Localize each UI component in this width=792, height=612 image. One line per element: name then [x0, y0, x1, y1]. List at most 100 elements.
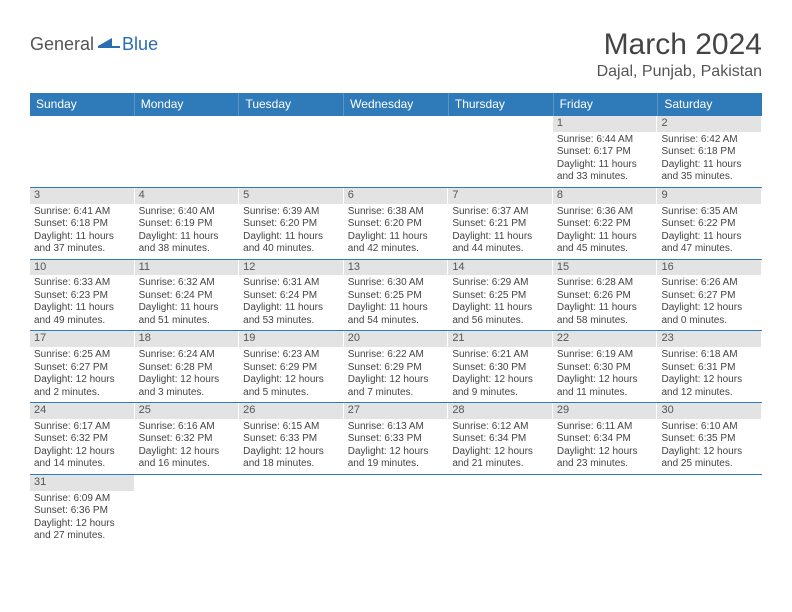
sunrise-line: Sunrise: 6:10 AM [661, 421, 757, 434]
sunrise-line: Sunrise: 6:26 AM [661, 277, 757, 290]
daylight-line: Daylight: 12 hours and 14 minutes. [34, 446, 130, 471]
empty-cell [30, 116, 135, 187]
sunrise-line: Sunrise: 6:11 AM [557, 421, 653, 434]
day-number: 16 [657, 260, 761, 276]
sunrise-line: Sunrise: 6:17 AM [34, 421, 130, 434]
dow-tuesday: Tuesday [239, 93, 344, 116]
day-cell: 14Sunrise: 6:29 AMSunset: 6:25 PMDayligh… [448, 260, 553, 331]
sunset-line: Sunset: 6:35 PM [661, 433, 757, 446]
sunrise-line: Sunrise: 6:39 AM [243, 206, 339, 219]
daylight-line: Daylight: 11 hours and 51 minutes. [139, 302, 235, 327]
daylight-line: Daylight: 12 hours and 3 minutes. [139, 374, 235, 399]
sunset-line: Sunset: 6:33 PM [348, 433, 444, 446]
day-cell: 30Sunrise: 6:10 AMSunset: 6:35 PMDayligh… [657, 403, 762, 474]
daylight-line: Daylight: 11 hours and 49 minutes. [34, 302, 130, 327]
daylight-line: Daylight: 11 hours and 56 minutes. [452, 302, 548, 327]
sunset-line: Sunset: 6:17 PM [557, 146, 653, 159]
daylight-line: Daylight: 12 hours and 21 minutes. [452, 446, 548, 471]
day-cell: 31Sunrise: 6:09 AMSunset: 6:36 PMDayligh… [30, 475, 135, 546]
sunrise-line: Sunrise: 6:42 AM [661, 134, 757, 147]
daylight-line: Daylight: 11 hours and 54 minutes. [348, 302, 444, 327]
empty-cell [239, 475, 344, 546]
dow-wednesday: Wednesday [344, 93, 449, 116]
sunrise-line: Sunrise: 6:18 AM [661, 349, 757, 362]
sunset-line: Sunset: 6:24 PM [139, 290, 235, 303]
day-number: 3 [30, 188, 134, 204]
daylight-line: Daylight: 11 hours and 58 minutes. [557, 302, 653, 327]
day-number: 18 [135, 331, 239, 347]
sunset-line: Sunset: 6:32 PM [34, 433, 130, 446]
daylight-line: Daylight: 12 hours and 16 minutes. [139, 446, 235, 471]
sunrise-line: Sunrise: 6:40 AM [139, 206, 235, 219]
day-cell: 21Sunrise: 6:21 AMSunset: 6:30 PMDayligh… [448, 331, 553, 402]
sunset-line: Sunset: 6:31 PM [661, 362, 757, 375]
day-number: 15 [553, 260, 657, 276]
daylight-line: Daylight: 11 hours and 33 minutes. [557, 159, 653, 184]
sunset-line: Sunset: 6:22 PM [557, 218, 653, 231]
sunrise-line: Sunrise: 6:37 AM [452, 206, 548, 219]
sunrise-line: Sunrise: 6:21 AM [452, 349, 548, 362]
daylight-line: Daylight: 12 hours and 27 minutes. [34, 518, 130, 543]
daylight-line: Daylight: 12 hours and 7 minutes. [348, 374, 444, 399]
sunrise-line: Sunrise: 6:13 AM [348, 421, 444, 434]
day-cell: 13Sunrise: 6:30 AMSunset: 6:25 PMDayligh… [344, 260, 449, 331]
sunset-line: Sunset: 6:21 PM [452, 218, 548, 231]
daylight-line: Daylight: 11 hours and 45 minutes. [557, 231, 653, 256]
empty-cell [239, 116, 344, 187]
day-cell: 27Sunrise: 6:13 AMSunset: 6:33 PMDayligh… [344, 403, 449, 474]
sunset-line: Sunset: 6:30 PM [557, 362, 653, 375]
sunrise-line: Sunrise: 6:41 AM [34, 206, 130, 219]
day-cell: 5Sunrise: 6:39 AMSunset: 6:20 PMDaylight… [239, 188, 344, 259]
brand-part1: General [30, 34, 94, 55]
sunset-line: Sunset: 6:19 PM [139, 218, 235, 231]
sunrise-line: Sunrise: 6:36 AM [557, 206, 653, 219]
sunrise-line: Sunrise: 6:29 AM [452, 277, 548, 290]
weeks-container: 1Sunrise: 6:44 AMSunset: 6:17 PMDaylight… [30, 116, 762, 546]
sunrise-line: Sunrise: 6:31 AM [243, 277, 339, 290]
day-number: 11 [135, 260, 239, 276]
daylight-line: Daylight: 12 hours and 18 minutes. [243, 446, 339, 471]
daylight-line: Daylight: 11 hours and 38 minutes. [139, 231, 235, 256]
sunrise-line: Sunrise: 6:16 AM [139, 421, 235, 434]
day-cell: 6Sunrise: 6:38 AMSunset: 6:20 PMDaylight… [344, 188, 449, 259]
day-cell: 29Sunrise: 6:11 AMSunset: 6:34 PMDayligh… [553, 403, 658, 474]
title-block: March 2024 Dajal, Punjab, Pakistan [597, 28, 762, 81]
day-cell: 28Sunrise: 6:12 AMSunset: 6:34 PMDayligh… [448, 403, 553, 474]
calendar: SundayMondayTuesdayWednesdayThursdayFrid… [30, 93, 762, 546]
empty-cell [344, 475, 449, 546]
week-row: 31Sunrise: 6:09 AMSunset: 6:36 PMDayligh… [30, 475, 762, 546]
day-cell: 25Sunrise: 6:16 AMSunset: 6:32 PMDayligh… [135, 403, 240, 474]
day-number: 8 [553, 188, 657, 204]
day-number: 7 [448, 188, 552, 204]
day-cell: 8 Sunrise: 6:36 AMSunset: 6:22 PMDaylight… [553, 188, 658, 259]
sunrise-line: Sunrise: 6:25 AM [34, 349, 130, 362]
day-number: 4 [135, 188, 239, 204]
daylight-line: Daylight: 11 hours and 44 minutes. [452, 231, 548, 256]
day-number: 12 [239, 260, 343, 276]
page-title: March 2024 [597, 28, 762, 61]
sunset-line: Sunset: 6:20 PM [243, 218, 339, 231]
dow-saturday: Saturday [658, 93, 762, 116]
sunrise-line: Sunrise: 6:19 AM [557, 349, 653, 362]
sunset-line: Sunset: 6:23 PM [34, 290, 130, 303]
sunset-line: Sunset: 6:36 PM [34, 505, 130, 518]
day-cell: 19Sunrise: 6:23 AMSunset: 6:29 PMDayligh… [239, 331, 344, 402]
day-cell: 24Sunrise: 6:17 AMSunset: 6:32 PMDayligh… [30, 403, 135, 474]
sunrise-line: Sunrise: 6:44 AM [557, 134, 653, 147]
sunrise-line: Sunrise: 6:15 AM [243, 421, 339, 434]
day-number: 30 [657, 403, 761, 419]
day-cell: 12Sunrise: 6:31 AMSunset: 6:24 PMDayligh… [239, 260, 344, 331]
empty-cell [448, 475, 553, 546]
sunset-line: Sunset: 6:20 PM [348, 218, 444, 231]
week-row: 17Sunrise: 6:25 AMSunset: 6:27 PMDayligh… [30, 331, 762, 403]
day-number: 9 [657, 188, 761, 204]
sunset-line: Sunset: 6:34 PM [452, 433, 548, 446]
day-cell: 10Sunrise: 6:33 AMSunset: 6:23 PMDayligh… [30, 260, 135, 331]
sunrise-line: Sunrise: 6:24 AM [139, 349, 235, 362]
sunrise-line: Sunrise: 6:28 AM [557, 277, 653, 290]
sunset-line: Sunset: 6:32 PM [139, 433, 235, 446]
sunset-line: Sunset: 6:29 PM [243, 362, 339, 375]
day-number: 29 [553, 403, 657, 419]
day-number: 1 [553, 116, 657, 132]
sunset-line: Sunset: 6:33 PM [243, 433, 339, 446]
